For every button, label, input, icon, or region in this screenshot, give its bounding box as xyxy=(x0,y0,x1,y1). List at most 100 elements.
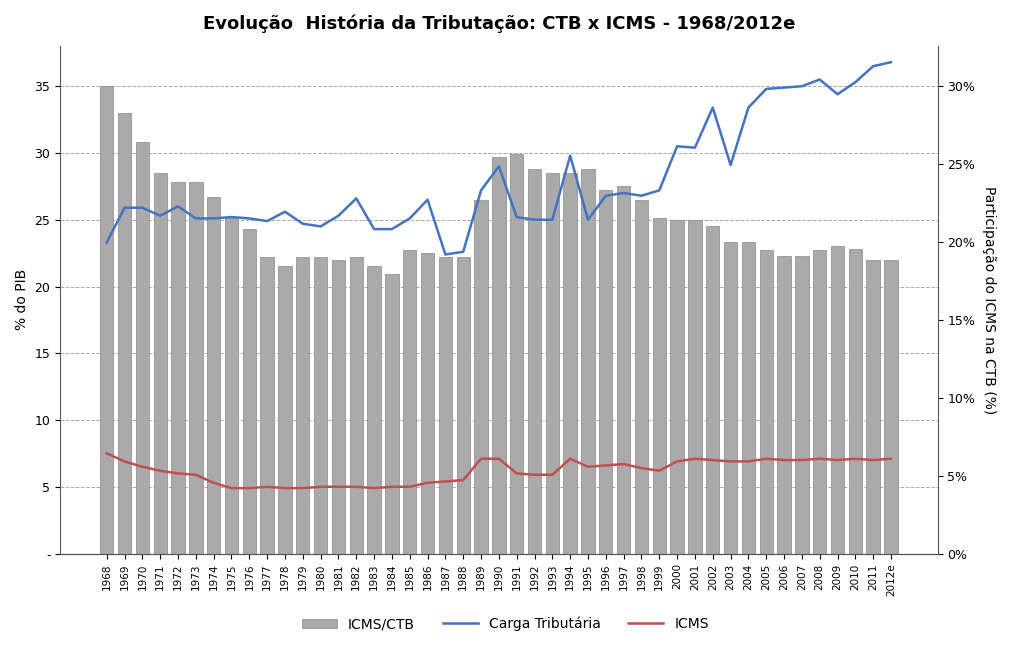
Carga Tributária xyxy=(118,204,130,212)
ICMS xyxy=(261,483,273,491)
ICMS xyxy=(314,483,327,491)
Bar xyxy=(866,260,880,554)
Bar xyxy=(635,200,648,554)
Bar xyxy=(670,219,683,554)
ICMS xyxy=(457,476,469,484)
Carga Tributária xyxy=(635,192,647,200)
Bar xyxy=(563,173,577,554)
Carga Tributária xyxy=(831,90,843,98)
Carga Tributária xyxy=(207,214,219,222)
Carga Tributária xyxy=(136,204,149,212)
Carga Tributária xyxy=(582,215,594,223)
Line: ICMS: ICMS xyxy=(107,453,891,488)
Carga Tributária xyxy=(671,143,683,150)
Bar xyxy=(439,257,452,554)
ICMS xyxy=(101,449,113,457)
Carga Tributária xyxy=(564,152,576,160)
Carga Tributária xyxy=(511,213,523,221)
Carga Tributária xyxy=(296,220,308,228)
ICMS xyxy=(244,484,256,492)
Carga Tributária xyxy=(600,192,612,200)
Bar xyxy=(118,113,131,554)
Bar xyxy=(278,267,291,554)
ICMS xyxy=(688,455,701,463)
ICMS xyxy=(671,457,683,465)
ICMS xyxy=(546,471,558,479)
Bar xyxy=(367,267,381,554)
ICMS xyxy=(831,456,843,464)
Bar xyxy=(688,219,702,554)
Carga Tributária xyxy=(314,223,327,231)
ICMS xyxy=(118,457,130,465)
Carga Tributária xyxy=(742,104,754,112)
ICMS xyxy=(422,479,434,487)
Carga Tributária xyxy=(778,83,791,91)
Bar xyxy=(314,257,328,554)
ICMS xyxy=(760,455,772,463)
ICMS xyxy=(867,456,880,464)
Bar xyxy=(581,169,594,554)
ICMS xyxy=(296,484,308,492)
Carga Tributária xyxy=(101,238,113,246)
Bar xyxy=(474,200,487,554)
Carga Tributária xyxy=(457,248,469,256)
Bar xyxy=(243,229,256,554)
ICMS xyxy=(635,464,647,472)
ICMS xyxy=(225,484,238,492)
Bar xyxy=(189,183,202,554)
ICMS xyxy=(778,456,791,464)
Bar xyxy=(652,218,666,554)
Bar xyxy=(777,256,791,554)
Bar xyxy=(546,173,559,554)
ICMS xyxy=(350,483,362,491)
Bar xyxy=(796,256,809,554)
Bar xyxy=(600,191,613,554)
Carga Tributária xyxy=(440,250,452,258)
ICMS xyxy=(849,455,861,463)
Carga Tributária xyxy=(618,189,630,197)
Bar xyxy=(885,260,898,554)
Carga Tributária xyxy=(760,85,772,93)
Y-axis label: % do PIB: % do PIB xyxy=(15,269,29,330)
ICMS xyxy=(529,471,541,479)
ICMS xyxy=(386,483,398,491)
Bar xyxy=(403,250,417,554)
ICMS xyxy=(154,467,166,475)
Carga Tributária xyxy=(688,144,701,152)
Line: Carga Tributária: Carga Tributária xyxy=(107,62,891,254)
Bar xyxy=(492,157,506,554)
Carga Tributária xyxy=(529,215,541,223)
ICMS xyxy=(403,483,416,491)
ICMS xyxy=(814,455,826,463)
ICMS xyxy=(600,461,612,469)
Carga Tributária xyxy=(279,208,291,215)
ICMS xyxy=(136,463,149,470)
Bar xyxy=(171,183,185,554)
Carga Tributária xyxy=(725,161,737,169)
ICMS xyxy=(172,470,184,478)
ICMS xyxy=(511,470,523,478)
ICMS xyxy=(618,460,630,468)
Bar xyxy=(261,257,274,554)
Carga Tributária xyxy=(350,194,362,202)
ICMS xyxy=(796,456,808,464)
Bar xyxy=(848,249,862,554)
Bar xyxy=(510,154,524,554)
Carga Tributária xyxy=(261,217,273,225)
Bar xyxy=(742,242,755,554)
ICMS xyxy=(190,471,202,479)
Carga Tributária xyxy=(475,187,487,194)
Carga Tributária xyxy=(190,214,202,222)
Bar xyxy=(457,257,470,554)
ICMS xyxy=(742,457,754,465)
ICMS xyxy=(885,455,897,463)
ICMS xyxy=(653,467,665,475)
Bar xyxy=(154,173,167,554)
Bar xyxy=(332,260,345,554)
Bar xyxy=(100,86,113,554)
Carga Tributária xyxy=(154,212,166,219)
Bar xyxy=(296,257,309,554)
Carga Tributária xyxy=(422,196,434,204)
Bar xyxy=(421,253,435,554)
Carga Tributária xyxy=(546,215,558,223)
